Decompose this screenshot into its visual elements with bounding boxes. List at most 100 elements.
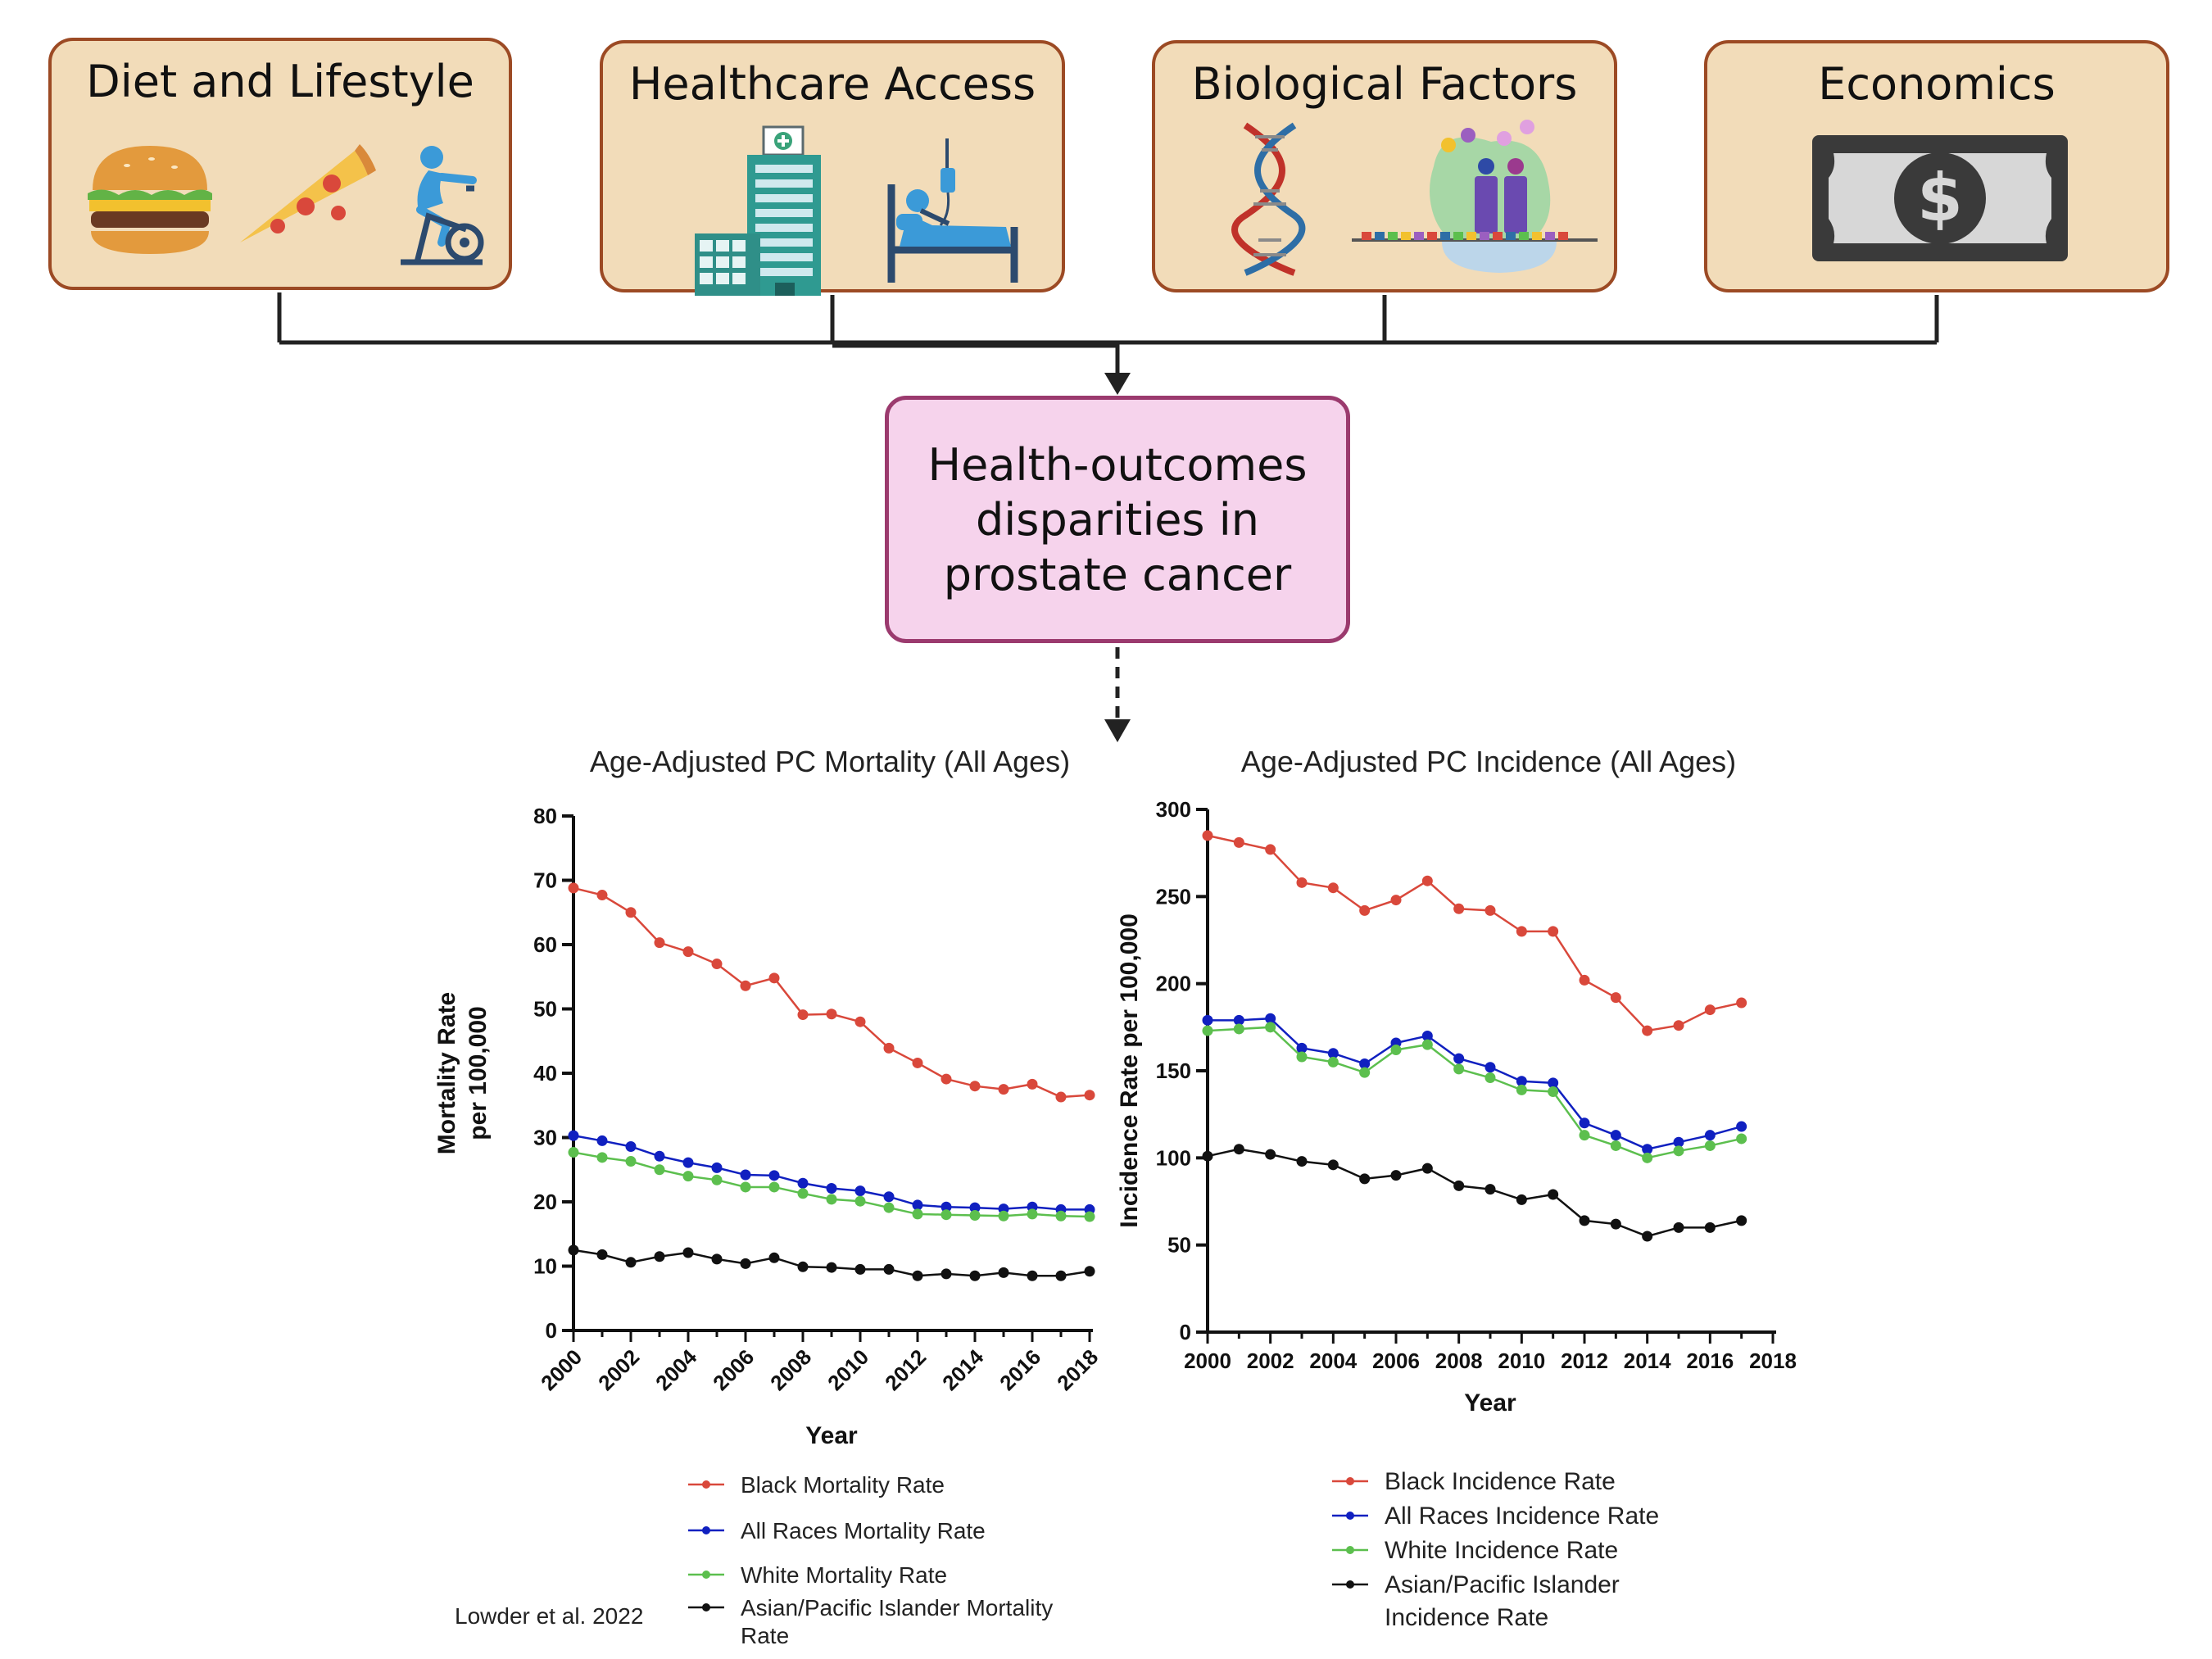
legend-marker [702,1571,710,1579]
data-point [797,1261,809,1272]
data-point [1359,1067,1371,1078]
legend-label: Asian/Pacific Islander Mortality [741,1595,1053,1620]
dna-icon [1231,122,1306,276]
data-point [1736,1121,1747,1132]
data-point [912,1199,923,1211]
data-point [941,1268,952,1280]
legend-marker [1346,1580,1354,1589]
data-point [768,1181,780,1193]
legend-marker [1346,1477,1354,1485]
y-tick-label: 80 [533,804,557,828]
series-line [1207,834,1742,1032]
pizza-icon [240,144,376,243]
data-point [1327,1159,1339,1171]
y-tick-label: 50 [533,997,557,1022]
data-point [740,1258,751,1269]
x-tick-label: 2010 [1498,1349,1545,1373]
data-point [1704,1130,1716,1141]
data-point [854,1195,866,1207]
data-point [1421,1039,1433,1050]
burger-icon [88,146,212,254]
data-point [682,946,694,958]
data-point [854,1263,866,1275]
data-point [1610,992,1621,1004]
data-point [1055,1091,1067,1103]
data-point [1084,1090,1095,1101]
data-point [711,1174,723,1185]
y-tick-label: 250 [1156,884,1191,909]
chart-title: Age-Adjusted PC Mortality (All Ages) [590,745,1070,778]
data-point [912,1208,923,1220]
data-point [1327,1056,1339,1067]
data-point [1579,1215,1590,1226]
x-tick-label: 2008 [1435,1349,1483,1373]
series-line [1208,1017,1743,1151]
data-point [596,1135,608,1146]
data-point [1390,895,1402,906]
data-point [941,1073,952,1085]
data-point [1202,1025,1213,1036]
data-point [1548,1077,1559,1089]
y-tick-label: 100 [1156,1145,1191,1170]
data-point [1453,1063,1465,1075]
data-point [1673,1222,1684,1233]
x-tick-label: 2014 [1624,1349,1671,1373]
data-point [941,1209,952,1221]
y-tick-label: 10 [533,1254,557,1279]
data-point [912,1057,923,1068]
outcome-box: Health-outcomes disparities in prostate … [885,396,1350,643]
legend-marker [1346,1512,1354,1520]
data-point [1673,1136,1684,1148]
data-point [1610,1130,1621,1141]
data-point [625,1140,637,1152]
data-point [682,1157,694,1168]
data-point [883,1263,895,1275]
data-point [1484,1184,1496,1195]
data-point [1673,1145,1684,1157]
data-point [1390,1044,1402,1055]
legend-label: All Races Incidence Rate [1385,1503,1659,1530]
biology-icons [1231,120,1598,276]
factor-title: Economics [1818,58,2056,110]
diet-icons [88,144,484,265]
data-point [711,959,723,970]
data-point [654,937,665,949]
data-point [1296,1051,1308,1063]
y-tick-label: 200 [1156,972,1191,996]
legend-marker [702,1526,710,1534]
data-point [1296,1042,1308,1054]
data-point [1296,877,1308,888]
data-point [1027,1208,1038,1220]
data-point [1202,1014,1213,1026]
data-point [1484,1062,1496,1073]
data-point [1084,1266,1095,1277]
data-point [883,1042,895,1054]
data-point [1359,1058,1371,1069]
legend-label: Black Mortality Rate [741,1472,945,1498]
x-tick-label: 2000 [1184,1349,1231,1373]
legend-marker [702,1603,710,1611]
data-point [969,1081,981,1092]
data-point [711,1253,723,1265]
data-point [768,1170,780,1181]
factor-box-biological-factors: Biological Factors [1152,40,1617,292]
series-line [1207,1148,1742,1238]
data-point [969,1209,981,1221]
y-tick-label: 50 [1167,1233,1191,1258]
legend-marker [702,1480,710,1489]
data-point [1548,1086,1559,1098]
data-point [596,1249,608,1260]
data-point [1642,1231,1653,1242]
data-point [1359,904,1371,916]
data-point [1421,1163,1433,1174]
data-point [1202,830,1213,841]
data-point [969,1202,981,1213]
data-point [1484,1072,1496,1084]
data-point [1265,1149,1276,1160]
data-point [826,1009,837,1020]
data-point [1736,997,1747,1009]
healthcare-icons [695,125,1018,296]
data-point [1610,1140,1621,1151]
data-point [826,1183,837,1194]
